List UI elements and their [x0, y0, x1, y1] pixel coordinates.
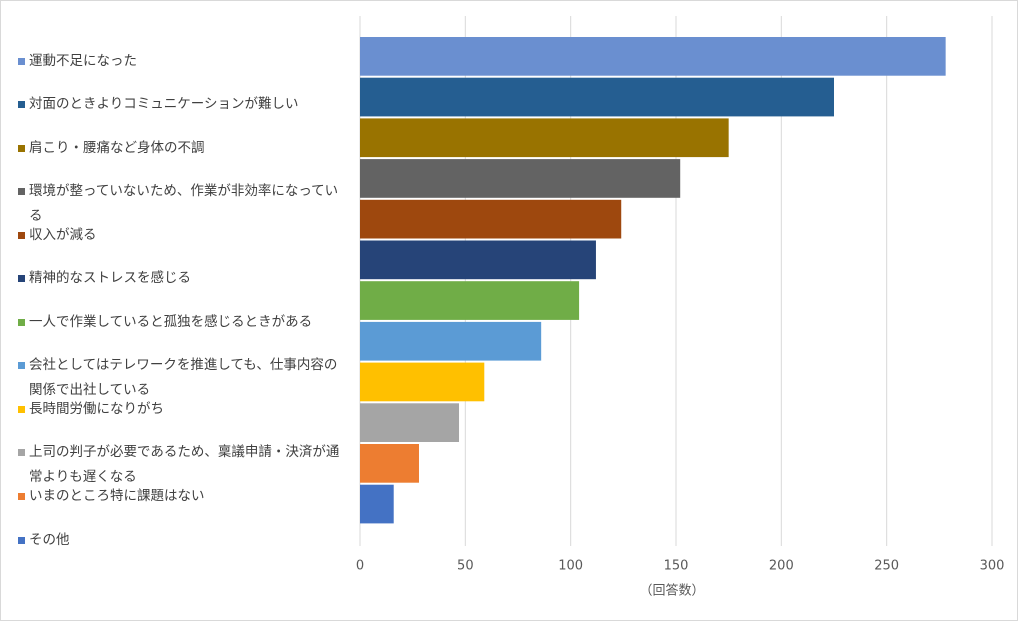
legend-swatch — [18, 231, 25, 239]
legend-label: いまのところ特に課題はない — [29, 488, 205, 504]
legend-label: 肩こり・腰痛など身体の不調 — [29, 139, 205, 156]
bar — [360, 362, 485, 402]
legend-swatch — [18, 275, 25, 283]
x-tick-label: 100 — [558, 559, 583, 574]
legend-item: 対面のときよりコミュニケーションが難しい — [15, 92, 345, 117]
legend-label: 収入が減る — [29, 226, 97, 243]
legend-item: 収入が減る — [15, 223, 345, 248]
legend-swatch — [18, 362, 25, 370]
legend-item: いまのところ特に課題はない — [15, 484, 345, 509]
legend-label: 長時間労働になりがち — [29, 400, 164, 417]
x-tick-label: 300 — [980, 559, 1005, 574]
legend-label: 一人で作業していると孤独を感じるときがある — [29, 313, 313, 330]
legend-swatch — [18, 188, 25, 196]
x-axis-label: （回答数） — [639, 583, 704, 599]
x-tick-label: 200 — [769, 559, 794, 574]
legend-swatch — [18, 57, 25, 65]
legend-swatch — [18, 101, 25, 109]
x-tick-label: 0 — [356, 559, 364, 574]
legend-item: 環境が整っていないため、作業が非効率になっている — [15, 179, 345, 229]
legend-swatch — [18, 405, 25, 413]
bar — [360, 118, 729, 158]
bar — [360, 484, 394, 524]
legend-label: 精神的なストレスを感じる — [29, 270, 191, 287]
legend-label: 会社としてはテレワークを推進しても、仕事内容の関係で出社している — [29, 357, 338, 399]
legend-item: 精神的なストレスを感じる — [15, 266, 345, 291]
legend-item: その他 — [15, 528, 345, 553]
legend-swatch — [18, 144, 25, 152]
legend-label: その他 — [29, 531, 70, 548]
legend-swatch — [18, 493, 25, 500]
legend-label: 対面のときよりコミュニケーションが難しい — [29, 96, 299, 113]
legend-swatch — [18, 318, 25, 326]
bar — [360, 240, 596, 280]
legend-item: 長時間労働になりがち — [15, 397, 345, 422]
legend-label: 運動不足になった — [29, 52, 137, 69]
x-tick-label: 250 — [874, 559, 899, 574]
legend-item: 一人で作業していると孤独を感じるときがある — [15, 310, 345, 335]
bar — [360, 199, 622, 239]
legend-swatch — [18, 536, 25, 544]
bar — [360, 159, 681, 198]
bar — [360, 281, 580, 320]
legend-item: 上司の判子が必要であるため、稟議申請・決済が通常よりも遅くなる — [15, 440, 345, 490]
bar — [360, 403, 460, 442]
bar — [360, 321, 542, 361]
bar — [360, 37, 946, 76]
bar — [360, 77, 834, 117]
legend-item: 肩こり・腰痛など身体の不調 — [15, 136, 345, 161]
x-tick-label: 150 — [664, 559, 689, 574]
legend-swatch — [18, 449, 25, 457]
legend-label: 上司の判子が必要であるため、稟議申請・決済が通常よりも遅くなる — [29, 444, 340, 486]
legend-item: 会社としてはテレワークを推進しても、仕事内容の関係で出社している — [15, 353, 345, 403]
bar — [360, 444, 419, 483]
x-tick-label: 50 — [457, 559, 474, 574]
legend-item: 運動不足になった — [15, 49, 345, 74]
legend-label: 環境が整っていないため、作業が非効率になっている — [29, 183, 339, 225]
